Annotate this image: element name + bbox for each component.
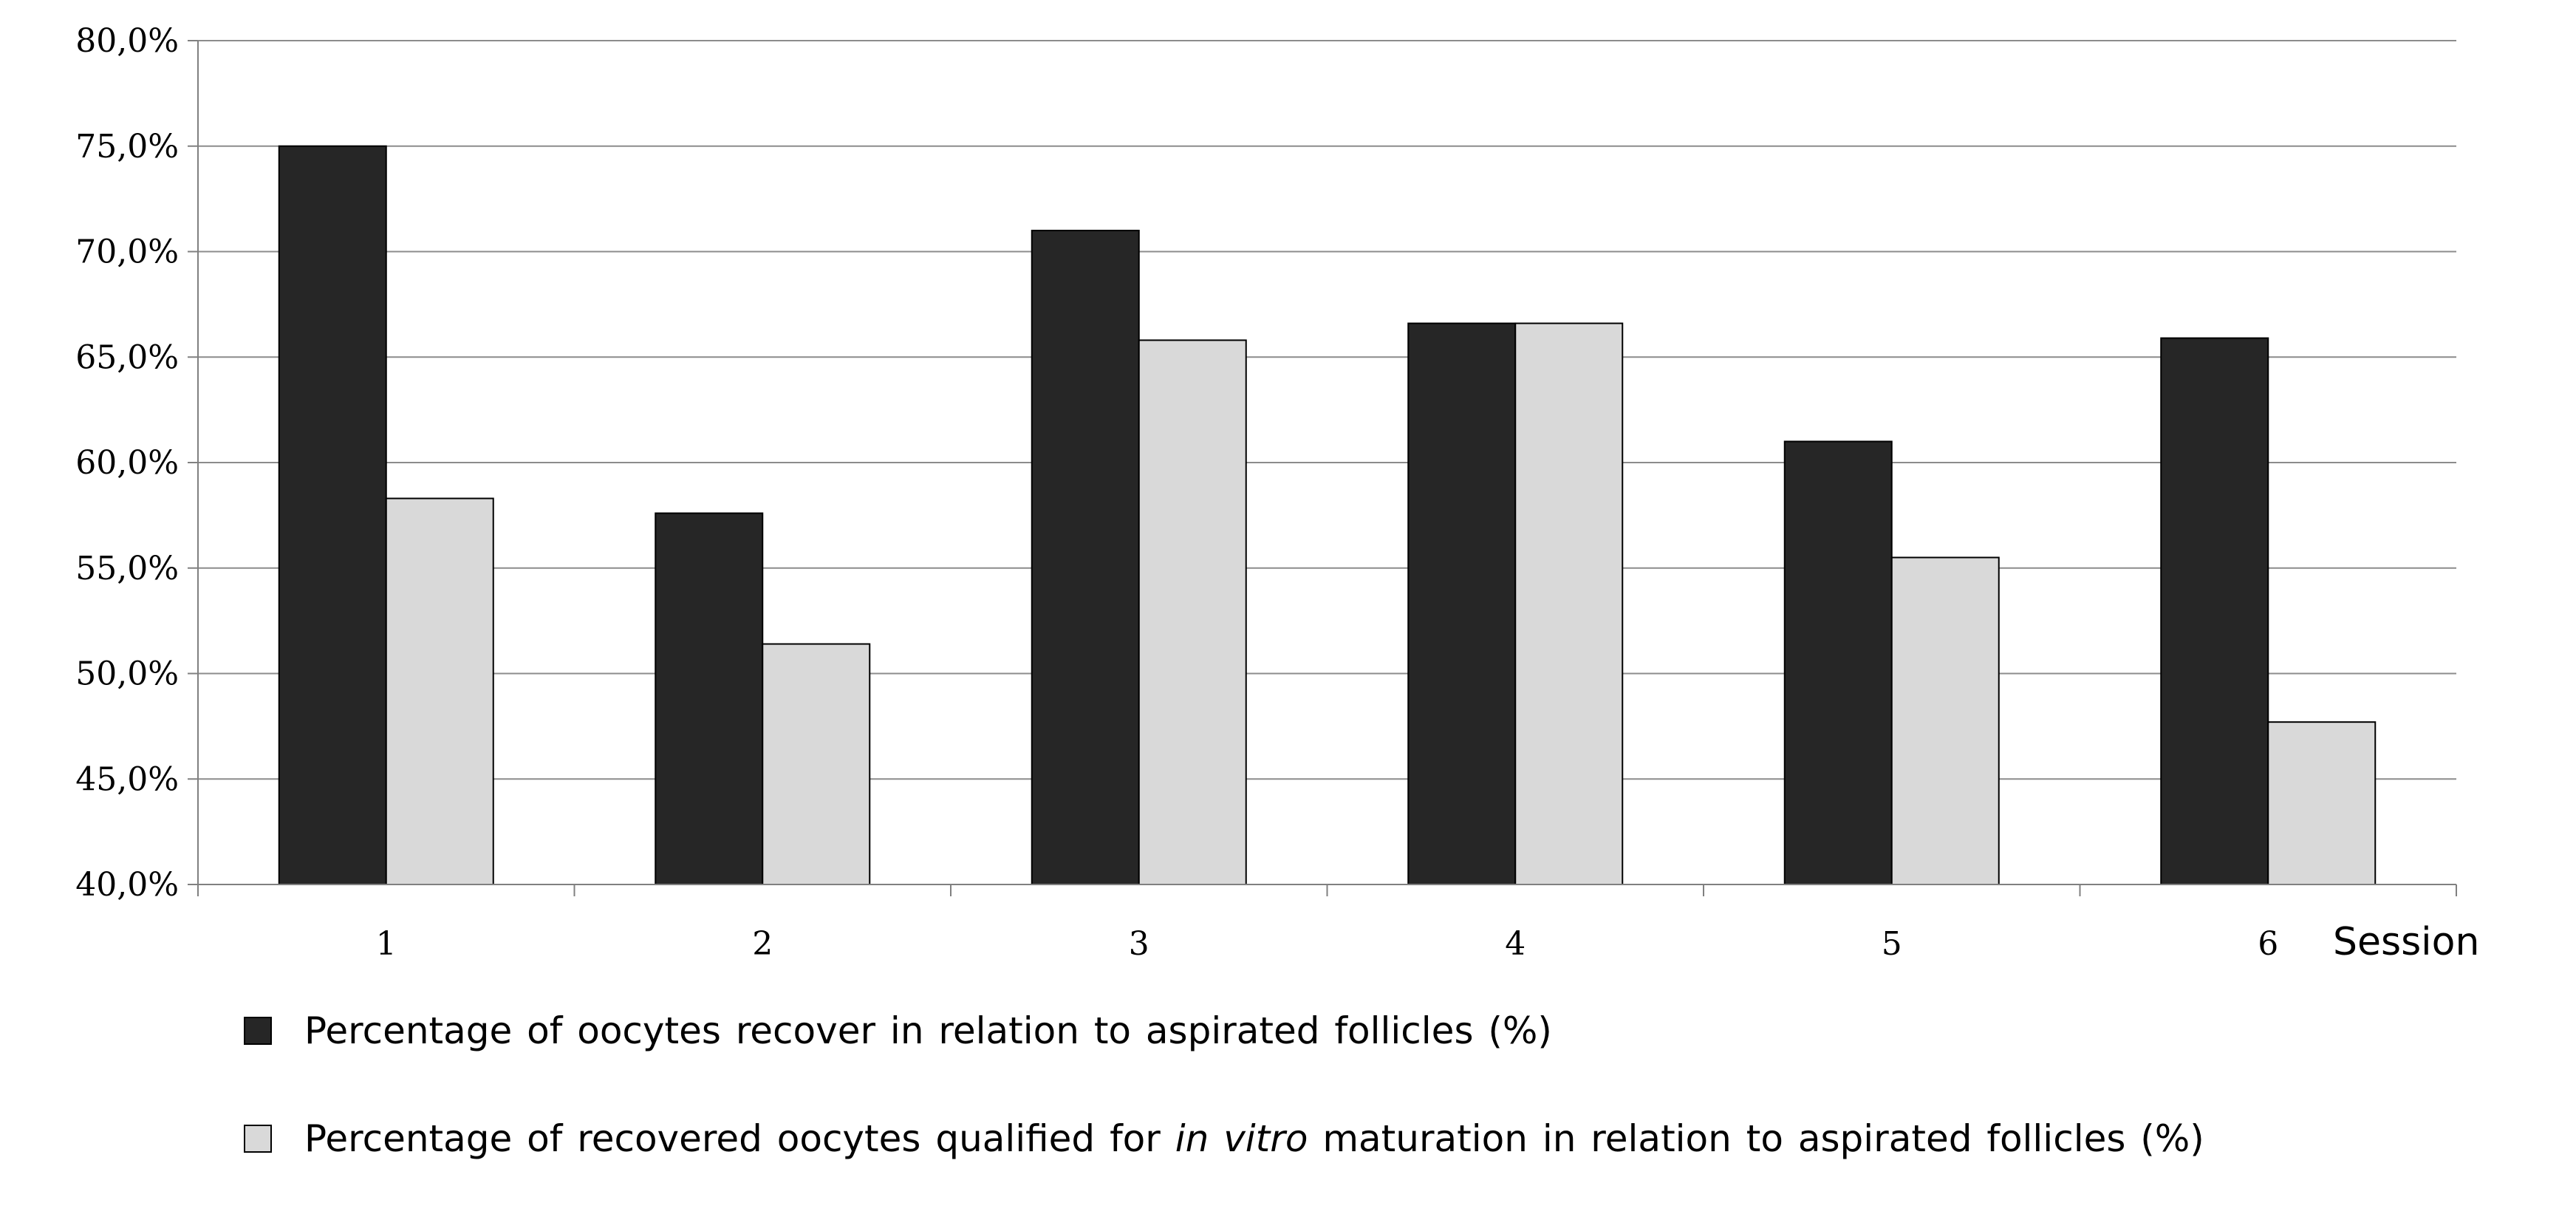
x-tick-labels: 1 2 3 4 5 6 [376, 925, 2279, 963]
y-tick-label: 65,0% [75, 338, 179, 376]
y-tick-label: 80,0% [75, 22, 179, 60]
bar-series-2-session-2 [762, 643, 871, 886]
x-tick-label: 4 [1505, 925, 1526, 963]
y-tick-label: 60,0% [75, 444, 179, 482]
legend: Percentage of oocytes recover in relatio… [244, 1001, 2204, 1217]
x-tick-label: 3 [1129, 925, 1149, 963]
bar-series-2-session-6 [2267, 721, 2377, 885]
y-tick-label: 50,0% [75, 655, 179, 693]
legend-label-series-1: Percentage of oocytes recover in relatio… [304, 1009, 1552, 1052]
y-tick-label: 70,0% [75, 233, 179, 271]
bar-series-2-session-4 [1514, 322, 1624, 885]
bar-series-1-session-2 [655, 512, 764, 886]
bar-series-1-session-5 [1783, 440, 1893, 885]
bar-series-2-session-5 [1890, 556, 2000, 885]
axes [188, 40, 2457, 896]
legend-label-series-2: Percentage of recovered oocytes qualifie… [304, 1117, 2204, 1160]
x-tick-label: 5 [1882, 925, 1902, 963]
y-tick-label: 55,0% [75, 550, 179, 587]
bars [278, 145, 2377, 886]
bar-series-1-session-3 [1031, 229, 1140, 885]
bar-series-2-session-1 [385, 497, 494, 885]
gridlines [198, 40, 2456, 780]
x-axis-title: Session [2333, 920, 2479, 964]
legend-swatch-dark [244, 1017, 272, 1045]
bar-series-1-session-6 [2160, 337, 2269, 885]
y-tick-labels: 40,0% 45,0% 50,0% 55,0% 60,0% 65,0% 70,0% 75,0%… [75, 22, 179, 904]
y-tick-label: 40,0% [75, 866, 179, 904]
bar-series-1-session-4 [1407, 322, 1517, 885]
y-tick-label: 75,0% [75, 128, 179, 166]
legend-swatch-light [244, 1125, 272, 1153]
x-tick-label: 6 [2258, 925, 2278, 963]
y-tick-label: 45,0% [75, 760, 179, 798]
x-tick-label: 2 [752, 925, 773, 963]
legend-item-series-1: Percentage of oocytes recover in relatio… [244, 1001, 2204, 1060]
x-tick-label: 1 [376, 925, 397, 963]
bar-series-1-session-1 [278, 145, 387, 885]
bar-series-2-session-3 [1138, 339, 1247, 886]
legend-item-series-2: Percentage of recovered oocytes qualifie… [244, 1109, 2204, 1168]
